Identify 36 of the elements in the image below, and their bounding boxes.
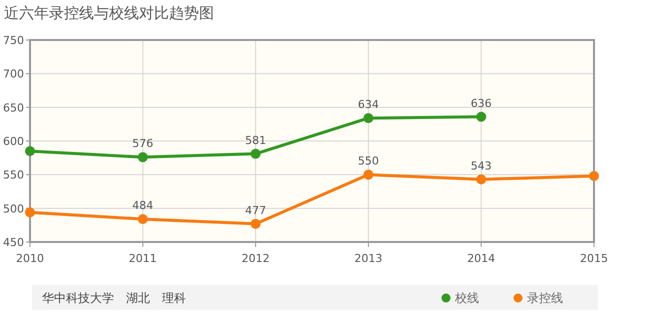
title: 近六年录控线与校线对比趋势图 (4, 4, 214, 22)
y-tick-label: 750 (3, 34, 24, 47)
y-tick-label: 550 (3, 168, 24, 182)
text: 华中科技大学 湖北 理科 (42, 291, 186, 305)
data-label: 484 (132, 199, 154, 212)
legend-label: 录控线 (527, 291, 563, 305)
point (25, 207, 35, 218)
point (476, 112, 486, 122)
data-label: 636 (470, 96, 492, 110)
y-tick-label: 650 (3, 101, 24, 114)
x-tick-label: 2010 (16, 252, 44, 265)
x-tick-label: 2015 (580, 252, 608, 265)
point (25, 146, 35, 156)
point (363, 113, 374, 124)
x-tick-label: 2014 (467, 252, 496, 265)
data-label: 581 (245, 134, 266, 147)
y-tick-label: 450 (3, 236, 24, 249)
y-tick-label: 700 (3, 68, 24, 81)
point (138, 152, 148, 162)
data-label: 543 (470, 159, 492, 172)
x-tick-label: 2011 (128, 252, 157, 265)
point (138, 214, 148, 224)
y-tick-label: 600 (3, 135, 24, 148)
point (589, 171, 599, 182)
data-label: 477 (245, 204, 266, 217)
point (250, 148, 261, 159)
point (250, 218, 261, 229)
x-tick-label: 2012 (242, 252, 270, 265)
data-label: 634 (358, 98, 379, 112)
point (476, 174, 486, 184)
legend-label: 校线 (454, 291, 479, 305)
data-label: 550 (358, 154, 379, 168)
y-tick-label: 500 (3, 202, 24, 216)
x-tick-label: 2013 (354, 252, 382, 265)
point (363, 170, 374, 180)
data-label: 576 (132, 137, 154, 150)
